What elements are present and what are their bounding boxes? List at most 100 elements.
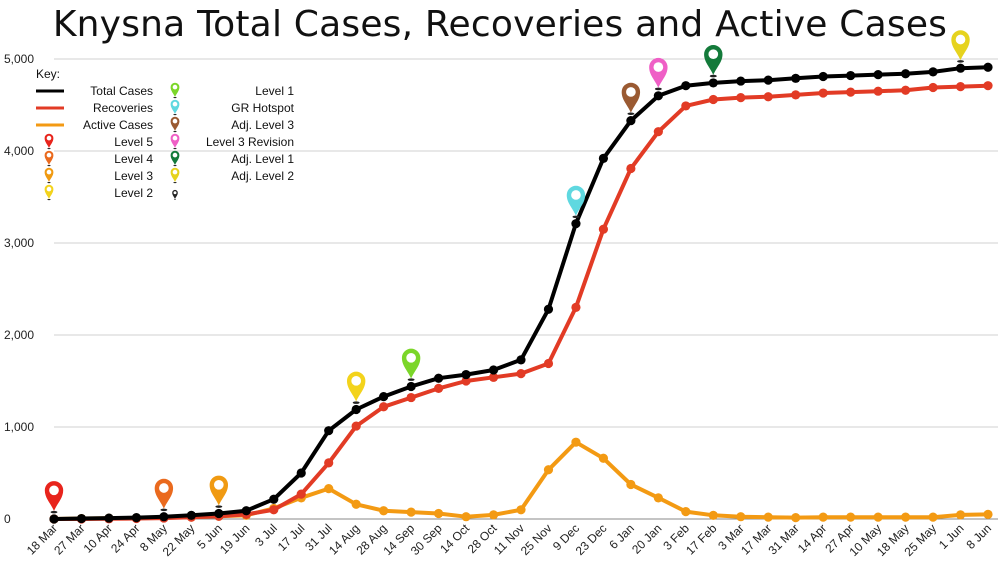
data-point — [433, 383, 444, 393]
legend-label: Level 1 — [255, 84, 294, 98]
data-point — [708, 78, 718, 88]
legend-pin-icon — [170, 82, 180, 99]
legend-pin-icon — [44, 150, 54, 167]
pin-hole — [626, 87, 636, 97]
data-point — [324, 484, 334, 494]
legend-pin-icon — [170, 150, 180, 167]
pin-shadow — [215, 505, 223, 508]
data-point — [543, 358, 554, 369]
x-tick-label: 31 Mar — [766, 521, 802, 557]
data-point — [928, 512, 938, 522]
pin-shadow — [173, 164, 177, 167]
data-point — [433, 508, 444, 519]
data-point — [461, 376, 471, 386]
pin-body — [44, 150, 54, 165]
level-markers — [44, 30, 970, 514]
gridlines — [54, 58, 998, 520]
data-point — [736, 93, 746, 103]
data-point — [296, 489, 306, 499]
pin-hole — [46, 169, 52, 175]
data-point — [955, 82, 966, 92]
level-marker-9 — [951, 30, 970, 63]
pin-body — [170, 133, 180, 148]
pin-hole — [653, 62, 664, 72]
pin-hole — [159, 483, 169, 493]
level-marker-7 — [649, 57, 668, 91]
pin-hole — [955, 34, 966, 45]
x-tick-label: 14 Apr — [795, 521, 829, 555]
pin-shadow — [957, 60, 964, 63]
data-point — [543, 465, 554, 475]
pin-shadow — [173, 147, 177, 150]
legend-label: Recoveries — [93, 101, 153, 115]
data-point — [653, 493, 663, 503]
pin-hole — [351, 375, 362, 386]
data-point — [488, 365, 499, 375]
y-tick-label: 1,000 — [4, 420, 34, 434]
data-point — [571, 437, 581, 447]
data-point — [763, 92, 773, 102]
pin-body — [401, 348, 421, 379]
data-point — [983, 509, 993, 519]
x-tick-label: 30 Sep — [408, 521, 445, 558]
x-tick-label: 23 Dec — [573, 521, 610, 558]
x-tick-label: 1 Jun — [936, 521, 967, 552]
y-tick-label: 5,000 — [4, 52, 34, 66]
data-point — [791, 513, 801, 523]
data-point — [324, 426, 334, 436]
data-point — [626, 116, 636, 126]
legend-label: Level 3 Revision — [206, 135, 294, 149]
data-point — [763, 512, 773, 522]
pin-body — [44, 184, 54, 199]
pin-shadow — [173, 113, 177, 116]
data-point — [681, 101, 691, 111]
data-point — [818, 71, 828, 82]
pin-hole — [46, 186, 52, 192]
pin-shadow — [160, 508, 168, 512]
pin-hole — [46, 152, 52, 158]
data-point — [983, 81, 993, 91]
data-point — [571, 302, 581, 312]
data-point — [406, 381, 416, 392]
data-point — [406, 507, 416, 517]
legend-label: Active Cases — [83, 118, 153, 132]
data-point — [269, 494, 279, 504]
pin-hole — [172, 169, 178, 175]
data-point — [379, 506, 389, 516]
pin-shadow — [627, 112, 635, 116]
data-point — [598, 224, 609, 234]
pin-hole — [406, 352, 416, 363]
data-point — [873, 86, 883, 96]
pin-shadow — [173, 181, 177, 184]
pin-shadow — [352, 401, 360, 404]
data-point — [461, 512, 471, 522]
level-marker-0 — [44, 481, 64, 514]
data-point — [598, 153, 609, 163]
data-point — [626, 479, 636, 490]
data-point — [104, 513, 114, 523]
legend-label: Adj. Level 2 — [231, 169, 294, 183]
x-tick-label: 10 Apr — [81, 521, 115, 555]
pin-shadow — [173, 130, 177, 133]
pin-hole — [172, 152, 178, 158]
data-point — [214, 508, 224, 519]
pin-hole — [46, 135, 52, 141]
data-point — [516, 369, 526, 379]
data-point — [351, 404, 361, 415]
level-marker-5 — [566, 185, 586, 219]
pin-body — [170, 116, 180, 131]
x-tick-label: 25 Nov — [518, 521, 555, 558]
data-point — [324, 458, 334, 468]
pin-shadow — [654, 87, 662, 91]
data-point — [626, 163, 636, 174]
pin-shadow — [173, 198, 177, 200]
data-point — [708, 510, 718, 520]
data-point — [681, 81, 691, 91]
x-tick-label: 20 Jan — [629, 521, 664, 556]
series-lines — [49, 62, 993, 524]
data-point — [791, 73, 801, 83]
legend-label: GR Hotspot — [231, 101, 294, 115]
pin-body — [951, 30, 970, 61]
pin-shadow — [47, 198, 51, 201]
data-point — [488, 372, 499, 382]
